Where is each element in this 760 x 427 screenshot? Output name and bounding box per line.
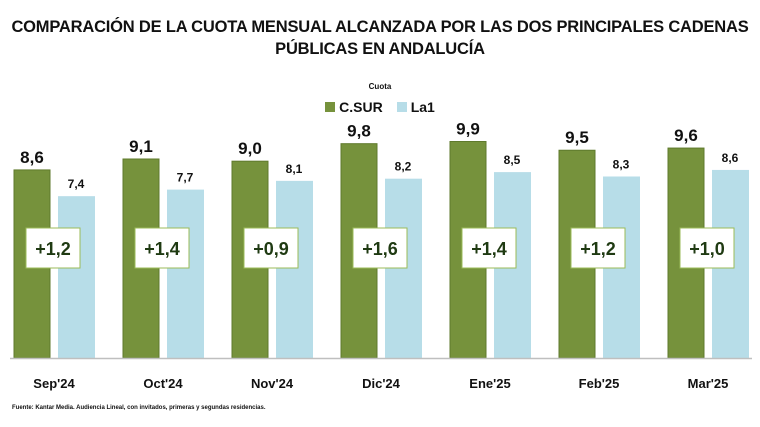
chart-subtitle: Cuota	[368, 82, 392, 91]
difference-box	[679, 227, 735, 269]
difference-label: +1,4	[144, 239, 180, 259]
data-label-la1: 7,7	[177, 171, 194, 185]
difference-label: +1,2	[580, 239, 616, 259]
data-label-la1: 8,5	[504, 153, 521, 167]
difference-label: +1,6	[362, 239, 398, 259]
difference-label: +1,2	[35, 239, 71, 259]
data-label-la1: 8,6	[722, 151, 739, 165]
difference-box	[25, 227, 81, 269]
legend-item-la1: La1	[396, 99, 435, 115]
legend-swatch-csur	[325, 102, 336, 112]
chart-title-line-1: COMPARACIÓN DE LA CUOTA MENSUAL ALCANZAD…	[11, 18, 749, 36]
data-label-csur: 8,6	[20, 148, 44, 167]
bar-la1	[58, 196, 95, 358]
difference-label: +1,0	[689, 239, 725, 259]
legend-label-la1: La1	[410, 99, 435, 115]
difference-box	[243, 227, 299, 269]
difference-box	[570, 227, 626, 269]
data-label-la1: 8,2	[395, 160, 412, 174]
x-tick-label: Oct'24	[143, 376, 183, 391]
x-tick-label: Dic'24	[362, 376, 401, 391]
difference-box	[352, 227, 408, 269]
data-label-csur: 9,0	[238, 139, 262, 158]
x-tick-label: Mar'25	[688, 376, 729, 391]
difference-label: +1,4	[471, 239, 507, 259]
data-label-csur: 9,6	[674, 126, 698, 145]
source-note: Fuente: Kantar Media. Audiencia Lineal, …	[12, 405, 266, 411]
difference-label: +0,9	[253, 239, 289, 259]
data-label-csur: 9,5	[565, 128, 589, 147]
data-label-csur: 9,9	[456, 120, 480, 139]
chart-title-line-2: PÚBLICAS EN ANDALUCÍA	[275, 40, 485, 58]
legend-swatch-la1	[396, 102, 407, 112]
bar-la1	[276, 180, 313, 358]
difference-box	[461, 227, 517, 269]
difference-box	[134, 227, 190, 269]
x-tick-label: Sep'24	[33, 376, 75, 391]
legend: C.SUR La1	[0, 99, 760, 115]
data-label-csur: 9,8	[347, 122, 371, 141]
data-label-csur: 9,1	[129, 137, 153, 156]
x-tick-label: Feb'25	[579, 376, 620, 391]
data-label-la1: 8,1	[286, 162, 303, 176]
legend-item-csur: C.SUR	[325, 99, 383, 115]
x-tick-label: Ene'25	[469, 376, 510, 391]
data-label-la1: 8,3	[613, 157, 630, 171]
bar-la1	[167, 189, 204, 358]
legend-label-csur: C.SUR	[339, 99, 383, 115]
x-tick-label: Nov'24	[251, 376, 294, 391]
data-label-la1: 7,4	[68, 177, 85, 191]
